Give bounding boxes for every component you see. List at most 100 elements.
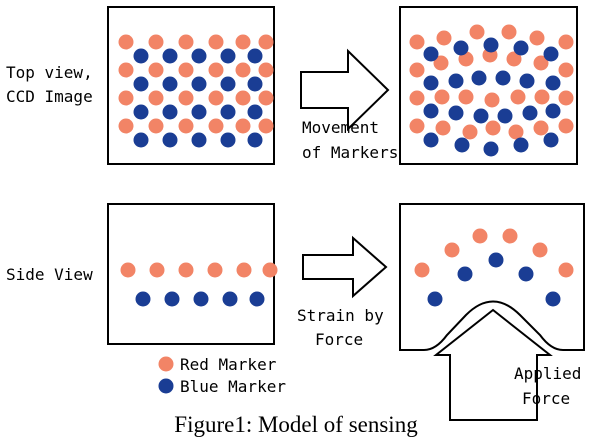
red-marker — [207, 262, 223, 278]
strain-label-line1: Strain by — [297, 306, 384, 325]
blue-marker — [133, 76, 149, 92]
movement-label-line1: Movement — [302, 118, 379, 137]
red-marker — [501, 24, 517, 40]
blue-marker — [423, 46, 439, 62]
red-marker — [178, 262, 194, 278]
red-marker — [458, 89, 474, 105]
blue-marker — [471, 70, 487, 86]
blue-marker — [191, 48, 207, 64]
red-marker — [409, 90, 425, 106]
red-marker — [558, 90, 574, 106]
blue-marker — [220, 48, 236, 64]
red-marker — [235, 62, 251, 78]
red-marker — [235, 34, 251, 50]
red-marker — [409, 118, 425, 134]
red-marker — [558, 262, 574, 278]
blue-marker — [427, 291, 443, 307]
blue-marker — [247, 48, 263, 64]
red-marker — [148, 34, 164, 50]
red-marker — [436, 30, 452, 46]
movement-label-line2: of Markers — [302, 143, 398, 162]
blue-marker — [135, 291, 151, 307]
blue-marker — [191, 132, 207, 148]
red-marker — [208, 118, 224, 134]
blue-marker — [191, 104, 207, 120]
red-marker — [208, 90, 224, 106]
blue-marker — [162, 76, 178, 92]
blue-marker — [513, 137, 529, 153]
red-marker — [508, 124, 524, 140]
red-marker — [178, 118, 194, 134]
legend-red-swatch — [158, 356, 174, 372]
red-marker — [434, 89, 450, 105]
blue-marker — [483, 141, 499, 157]
blue-marker — [488, 252, 504, 268]
blue-marker — [495, 70, 511, 86]
blue-marker — [518, 266, 534, 282]
side-view-label: Side View — [6, 265, 93, 284]
blue-marker — [497, 108, 513, 124]
red-marker — [510, 89, 526, 105]
blue-marker — [247, 76, 263, 92]
red-marker — [236, 262, 252, 278]
blue-marker — [162, 48, 178, 64]
blue-marker — [454, 137, 470, 153]
red-marker — [258, 118, 274, 134]
blue-marker — [133, 48, 149, 64]
blue-marker — [522, 105, 538, 121]
strain-arrow — [302, 235, 388, 299]
blue-marker — [220, 132, 236, 148]
blue-marker — [423, 75, 439, 91]
red-marker — [534, 89, 550, 105]
top-view-label-line2: CCD Image — [6, 87, 93, 106]
red-marker — [414, 262, 430, 278]
figure-caption: Figure1: Model of sensing — [174, 412, 418, 437]
red-marker — [118, 62, 134, 78]
top-before-markers — [118, 34, 274, 148]
blue-marker — [249, 291, 265, 307]
top-before-panel — [107, 6, 275, 165]
red-marker — [148, 90, 164, 106]
blue-marker — [164, 291, 180, 307]
blue-marker — [473, 108, 489, 124]
red-marker — [433, 55, 449, 71]
red-marker — [444, 242, 460, 258]
blue-marker — [162, 104, 178, 120]
red-marker — [262, 262, 278, 278]
applied-label-line2: Force — [522, 389, 570, 408]
red-marker — [532, 242, 548, 258]
red-marker — [208, 34, 224, 50]
red-marker — [533, 55, 549, 71]
red-marker — [235, 90, 251, 106]
red-marker — [506, 51, 522, 67]
blue-marker — [519, 73, 535, 89]
side-before-markers — [120, 262, 278, 307]
red-marker — [258, 34, 274, 50]
red-marker — [533, 120, 549, 136]
red-marker — [178, 90, 194, 106]
blue-marker — [220, 104, 236, 120]
red-marker — [148, 62, 164, 78]
blue-marker — [545, 103, 561, 119]
blue-marker — [423, 132, 439, 148]
side-after-markers — [414, 228, 574, 307]
side-after-panel — [399, 203, 585, 351]
blue-marker — [545, 75, 561, 91]
top-after-panel — [399, 6, 578, 165]
blue-marker — [513, 40, 529, 56]
red-marker — [118, 90, 134, 106]
red-marker — [235, 118, 251, 134]
red-marker — [558, 62, 574, 78]
legend-blue-swatch — [158, 378, 174, 394]
strain-label-line2: Force — [315, 330, 363, 349]
blue-marker — [543, 46, 559, 62]
top-after-markers — [409, 24, 574, 157]
blue-marker — [193, 291, 209, 307]
legend-blue-label: Blue Marker — [180, 377, 286, 396]
blue-marker — [220, 76, 236, 92]
blue-marker — [448, 73, 464, 89]
red-marker — [484, 92, 500, 108]
red-marker — [118, 118, 134, 134]
blue-marker — [191, 76, 207, 92]
